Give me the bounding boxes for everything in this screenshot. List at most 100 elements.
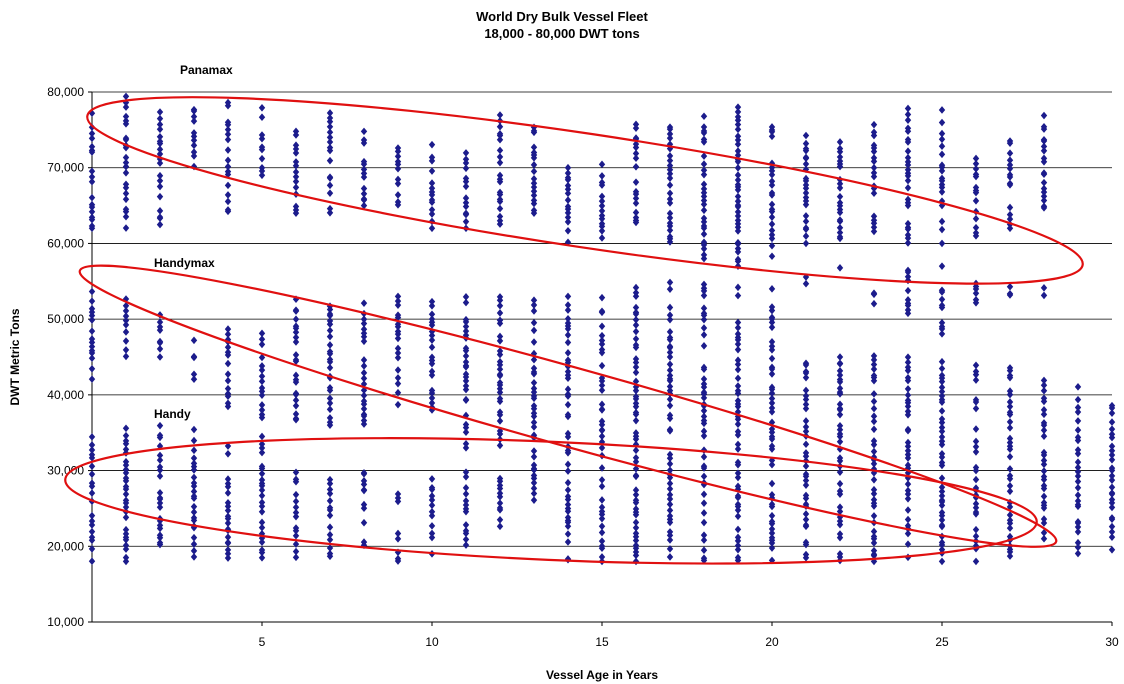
data-point bbox=[88, 470, 96, 478]
data-point bbox=[156, 451, 164, 460]
data-point bbox=[904, 266, 912, 275]
data-point bbox=[836, 468, 844, 476]
data-point bbox=[1006, 438, 1014, 447]
data-point bbox=[88, 441, 96, 449]
data-point bbox=[564, 522, 572, 531]
data-point bbox=[836, 437, 844, 446]
data-point bbox=[462, 209, 470, 218]
data-point bbox=[292, 315, 300, 323]
data-point bbox=[836, 487, 844, 495]
data-point bbox=[904, 442, 912, 451]
data-point bbox=[938, 516, 946, 524]
data-point bbox=[1108, 476, 1116, 484]
data-point bbox=[734, 192, 742, 201]
data-point bbox=[156, 442, 164, 450]
data-point bbox=[360, 391, 368, 400]
data-point bbox=[904, 494, 912, 503]
data-point bbox=[224, 384, 232, 393]
data-point bbox=[394, 494, 402, 502]
data-point bbox=[292, 322, 300, 331]
data-point bbox=[292, 356, 300, 364]
data-point bbox=[700, 200, 708, 209]
data-point bbox=[326, 128, 334, 137]
data-point bbox=[258, 440, 266, 448]
data-point bbox=[904, 135, 912, 144]
data-point bbox=[224, 181, 232, 190]
data-point bbox=[734, 365, 742, 374]
data-point bbox=[972, 532, 980, 541]
data-point bbox=[904, 176, 912, 185]
data-point bbox=[632, 140, 640, 148]
data-point bbox=[88, 346, 96, 355]
data-point bbox=[122, 525, 130, 534]
data-point bbox=[1040, 291, 1048, 300]
data-point bbox=[768, 383, 776, 392]
data-point bbox=[258, 353, 266, 362]
data-point bbox=[904, 446, 912, 455]
data-point bbox=[1108, 418, 1116, 426]
data-point bbox=[122, 312, 130, 320]
data-point bbox=[802, 232, 810, 240]
data-point bbox=[190, 352, 198, 361]
data-point bbox=[836, 144, 844, 153]
data-point bbox=[190, 487, 198, 496]
data-point bbox=[326, 523, 334, 531]
data-point bbox=[1006, 524, 1014, 532]
data-point bbox=[122, 321, 130, 329]
data-point bbox=[1006, 418, 1014, 426]
data-point bbox=[292, 168, 300, 176]
data-point bbox=[598, 381, 606, 390]
data-point bbox=[768, 479, 776, 488]
data-point bbox=[530, 179, 538, 188]
data-point bbox=[496, 357, 504, 366]
data-point bbox=[88, 521, 96, 529]
data-point bbox=[496, 212, 504, 221]
data-point bbox=[870, 527, 878, 536]
data-point bbox=[1006, 149, 1014, 157]
data-point bbox=[88, 200, 96, 209]
data-point bbox=[360, 329, 368, 338]
data-point bbox=[428, 184, 436, 192]
data-point bbox=[598, 464, 606, 472]
data-point bbox=[802, 359, 810, 368]
data-point bbox=[360, 369, 368, 377]
data-point bbox=[632, 154, 640, 163]
data-point bbox=[258, 518, 266, 527]
data-point bbox=[258, 498, 266, 507]
data-point bbox=[1040, 410, 1048, 419]
data-point bbox=[802, 239, 810, 248]
data-point bbox=[122, 474, 130, 482]
data-point bbox=[224, 325, 232, 333]
data-point bbox=[666, 528, 674, 536]
x-tick-label: 10 bbox=[425, 635, 439, 649]
data-point bbox=[428, 533, 436, 542]
data-point bbox=[224, 376, 232, 385]
data-point bbox=[768, 170, 776, 179]
data-point bbox=[496, 365, 504, 374]
data-point bbox=[972, 154, 980, 163]
data-point bbox=[700, 432, 708, 440]
data-point bbox=[258, 523, 266, 532]
y-tick-label: 10,000 bbox=[47, 615, 84, 629]
data-point bbox=[972, 503, 980, 512]
data-point bbox=[632, 486, 640, 494]
data-point bbox=[394, 292, 402, 301]
data-point bbox=[564, 467, 572, 475]
data-point bbox=[938, 180, 946, 189]
data-point bbox=[734, 125, 742, 134]
data-point bbox=[938, 496, 946, 505]
data-point bbox=[1074, 523, 1082, 531]
data-point bbox=[836, 404, 844, 413]
data-point bbox=[938, 407, 946, 415]
data-point bbox=[768, 408, 776, 416]
data-point bbox=[190, 502, 198, 511]
data-point bbox=[734, 176, 742, 184]
data-point bbox=[564, 385, 572, 394]
data-point bbox=[632, 524, 640, 532]
data-point bbox=[394, 152, 402, 161]
data-point bbox=[292, 540, 300, 548]
data-point bbox=[292, 497, 300, 506]
data-point bbox=[802, 144, 810, 153]
data-point bbox=[326, 489, 334, 498]
data-point bbox=[734, 340, 742, 348]
